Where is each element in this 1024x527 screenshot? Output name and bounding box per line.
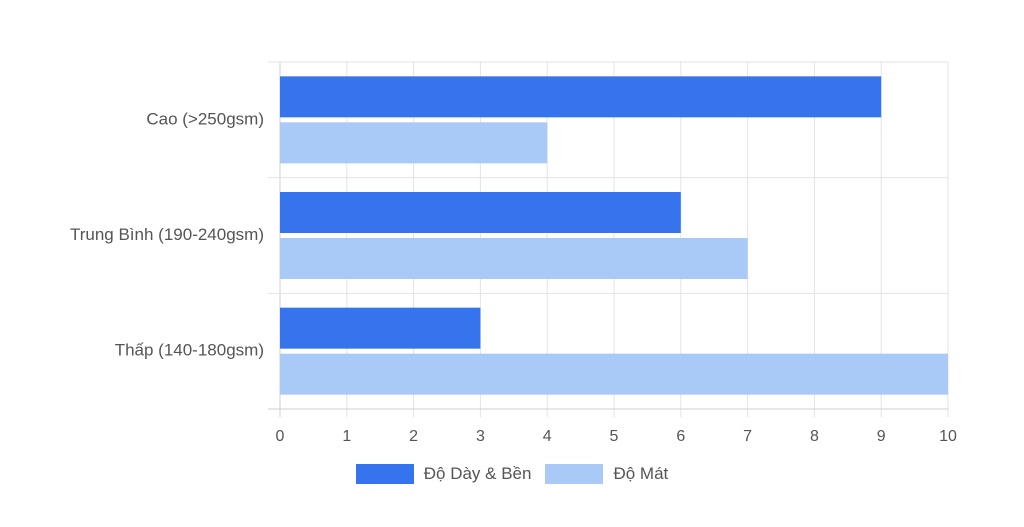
category-label-3: Thấp (140-180gsm) bbox=[115, 341, 264, 360]
bar-2-1[interactable] bbox=[280, 122, 548, 164]
x-tick-label-0: 0 bbox=[276, 428, 285, 445]
bar-1-3[interactable] bbox=[280, 307, 481, 349]
x-tick-label-1: 1 bbox=[342, 428, 351, 445]
legend-swatch-series-1 bbox=[355, 464, 414, 484]
bar-1-1[interactable] bbox=[280, 76, 882, 118]
category-label-2: Trung Bình (190-240gsm) bbox=[70, 225, 264, 244]
x-tick-label-6: 6 bbox=[676, 428, 685, 445]
y-axis-labels: Cao (>250gsm) Trung Bình (190-240gsm) Thấp… bbox=[70, 109, 264, 359]
legend-label-series-2: Độ Mát bbox=[613, 464, 669, 483]
x-tick-label-9: 9 bbox=[877, 428, 886, 445]
x-tick-label-4: 4 bbox=[543, 428, 552, 445]
x-tick-label-5: 5 bbox=[610, 428, 619, 445]
x-tick-label-2: 2 bbox=[409, 428, 418, 445]
bars bbox=[280, 76, 948, 395]
bar-2-2[interactable] bbox=[280, 238, 748, 279]
bar-2-3[interactable] bbox=[280, 353, 948, 395]
x-tick-label-7: 7 bbox=[743, 428, 752, 445]
x-tick-label-8: 8 bbox=[810, 428, 819, 445]
bar-1-2[interactable] bbox=[280, 192, 681, 233]
legend-swatch-series-2 bbox=[545, 464, 604, 484]
legend: Độ Dày & Bền Độ Mát bbox=[0, 464, 1024, 484]
x-axis-labels: 0 1 2 3 4 5 6 7 8 9 10 bbox=[276, 428, 957, 445]
x-tick-label-10: 10 bbox=[939, 428, 957, 445]
legend-label-series-1: Độ Dày & Bền bbox=[423, 464, 532, 483]
legend-item-series-2[interactable]: Độ Mát bbox=[545, 464, 668, 484]
x-tick-label-3: 3 bbox=[476, 428, 485, 445]
legend-item-series-1[interactable]: Độ Dày & Bền bbox=[355, 464, 532, 484]
category-label-1: Cao (>250gsm) bbox=[146, 109, 264, 128]
